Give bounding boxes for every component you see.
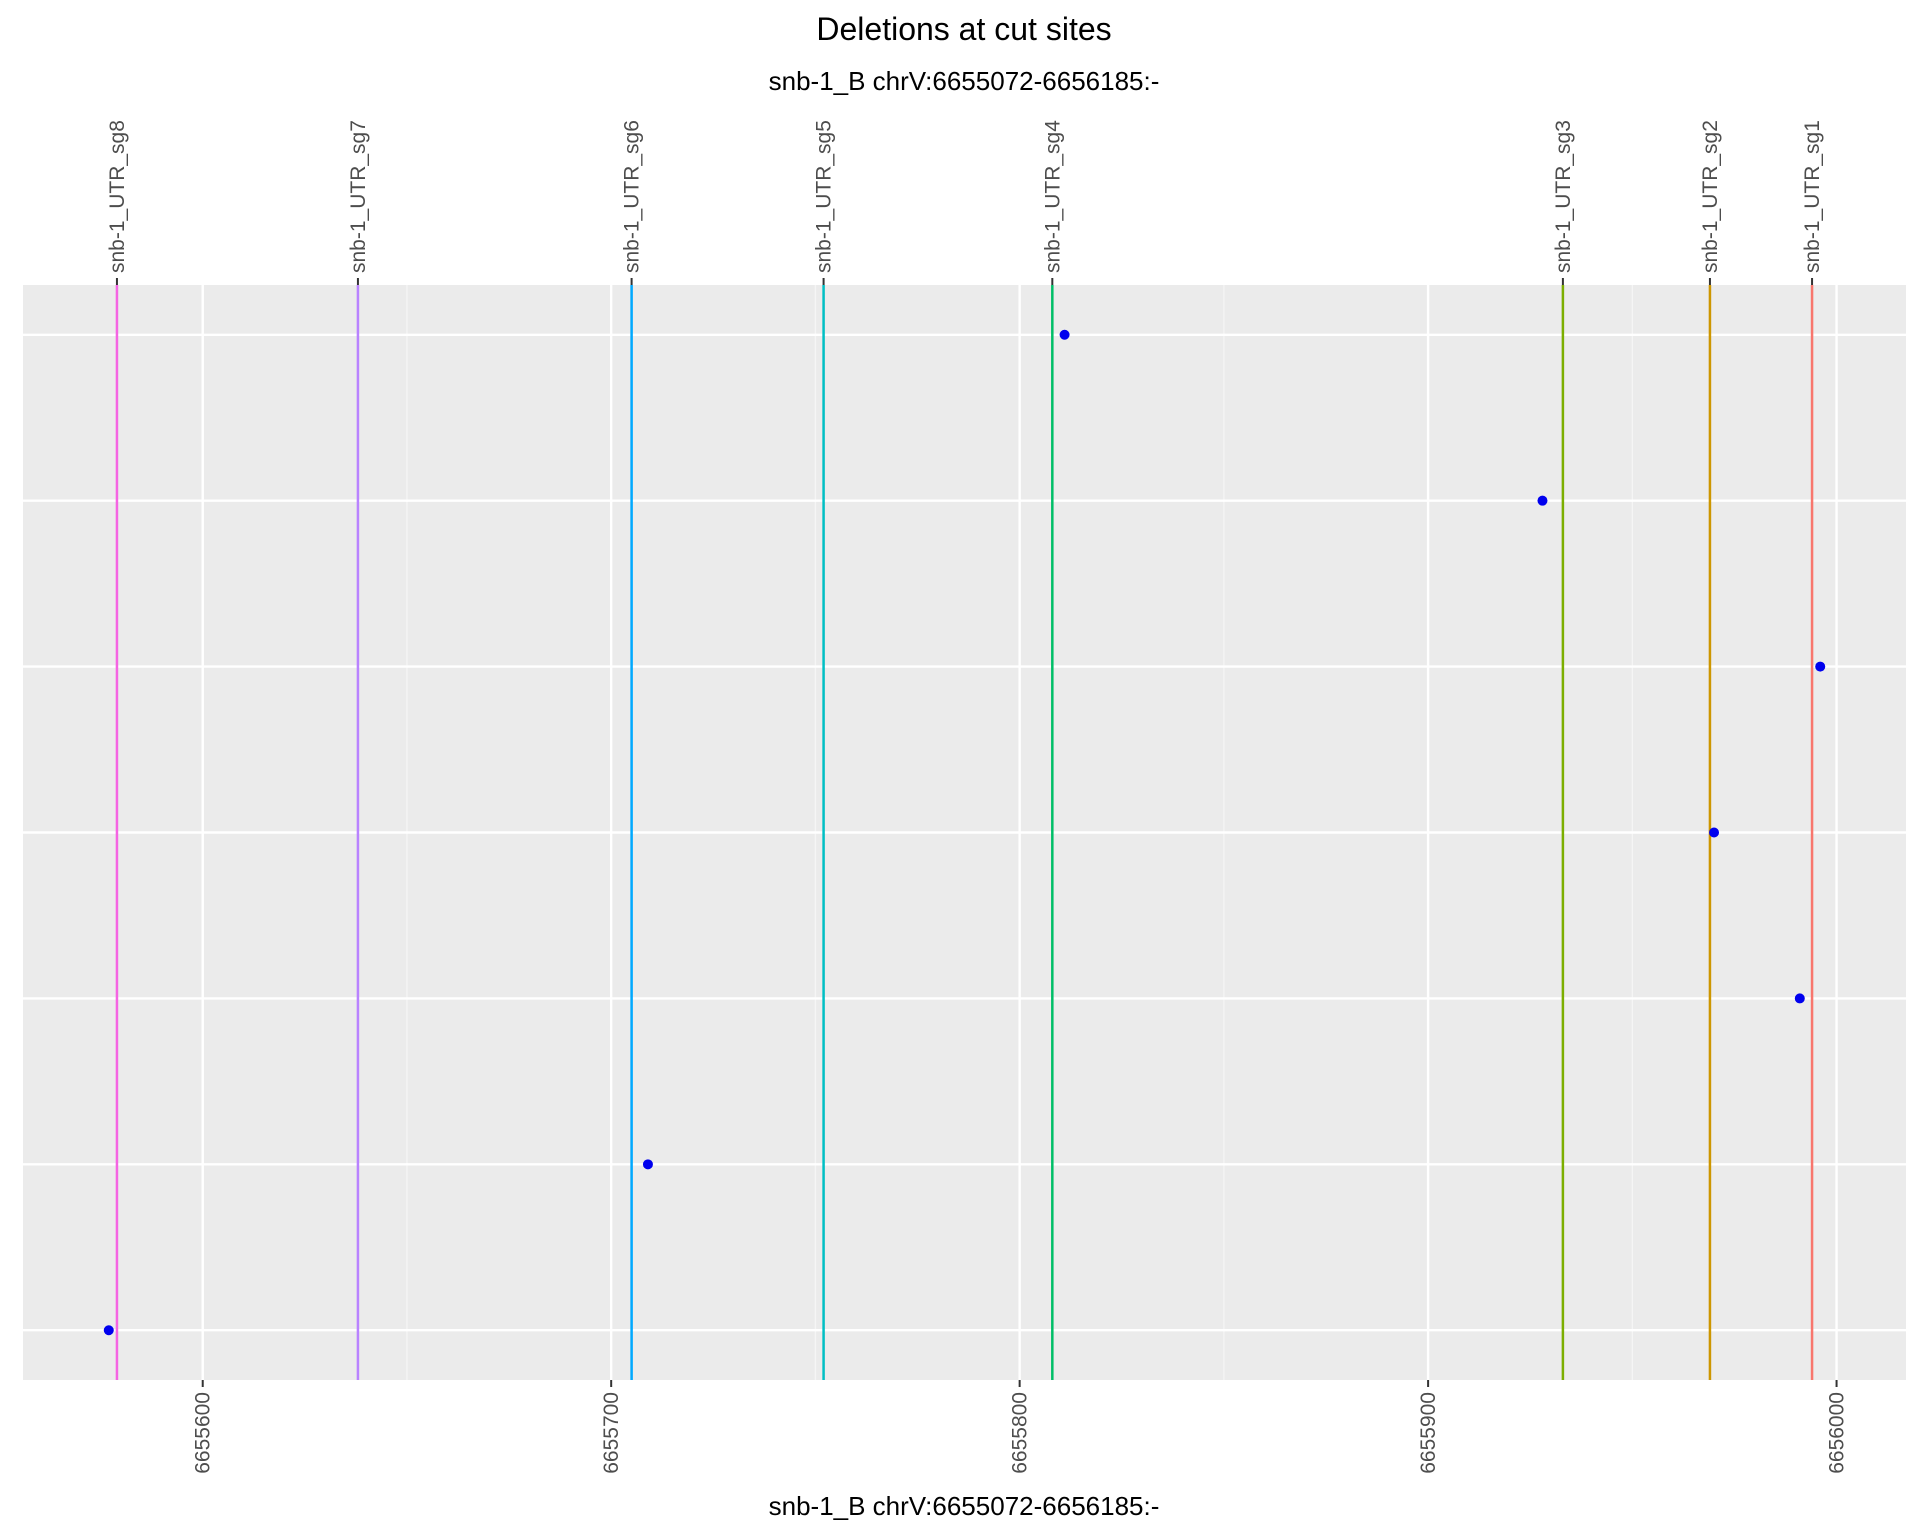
cut-site-label: snb-1_UTR_sg1	[1801, 120, 1824, 273]
major-gridlines	[23, 285, 1906, 1380]
cut-site-lines	[115, 285, 1814, 1380]
x-tick-label: 6655700	[600, 1392, 623, 1474]
cut-site-label: snb-1_UTR_sg6	[621, 120, 644, 273]
cut-site-label: snb-1_UTR_sg5	[813, 120, 836, 273]
deletion-point	[1815, 661, 1826, 672]
x-axis: 6655600 6655700 6655800 6655900 6656000	[192, 1380, 1849, 1474]
cut-site-label: snb-1_UTR_sg3	[1552, 120, 1575, 273]
cut-site-label: snb-1_UTR_sg2	[1699, 120, 1722, 273]
deletion-point	[1537, 495, 1548, 506]
deletion-point	[103, 1325, 114, 1336]
x-tick-label: 6656000	[1826, 1392, 1849, 1474]
x-tick-label: 6655600	[192, 1392, 215, 1474]
cut-site-label: snb-1_UTR_sg8	[106, 120, 129, 273]
deletion-point	[642, 1159, 653, 1170]
cut-site-label: snb-1_UTR_sg4	[1041, 120, 1064, 273]
chart-subtitle: snb-1_B chrV:6655072-6656185:-	[769, 66, 1160, 96]
deletion-point	[1059, 329, 1070, 340]
x-tick-label: 6655800	[1009, 1392, 1032, 1474]
deletion-point	[1794, 993, 1805, 1004]
x-tick-label: 6655900	[1417, 1392, 1440, 1474]
deletion-points	[103, 329, 1826, 1336]
cut-site-label: snb-1_UTR_sg7	[347, 120, 370, 273]
x-axis-label: snb-1_B chrV:6655072-6656185:-	[769, 1491, 1160, 1521]
deletion-point	[1709, 827, 1720, 838]
chart-title: Deletions at cut sites	[816, 11, 1111, 47]
cut-site-axis: snb-1_UTR_sg8 snb-1_UTR_sg7 snb-1_UTR_sg6 s…	[106, 120, 1824, 285]
